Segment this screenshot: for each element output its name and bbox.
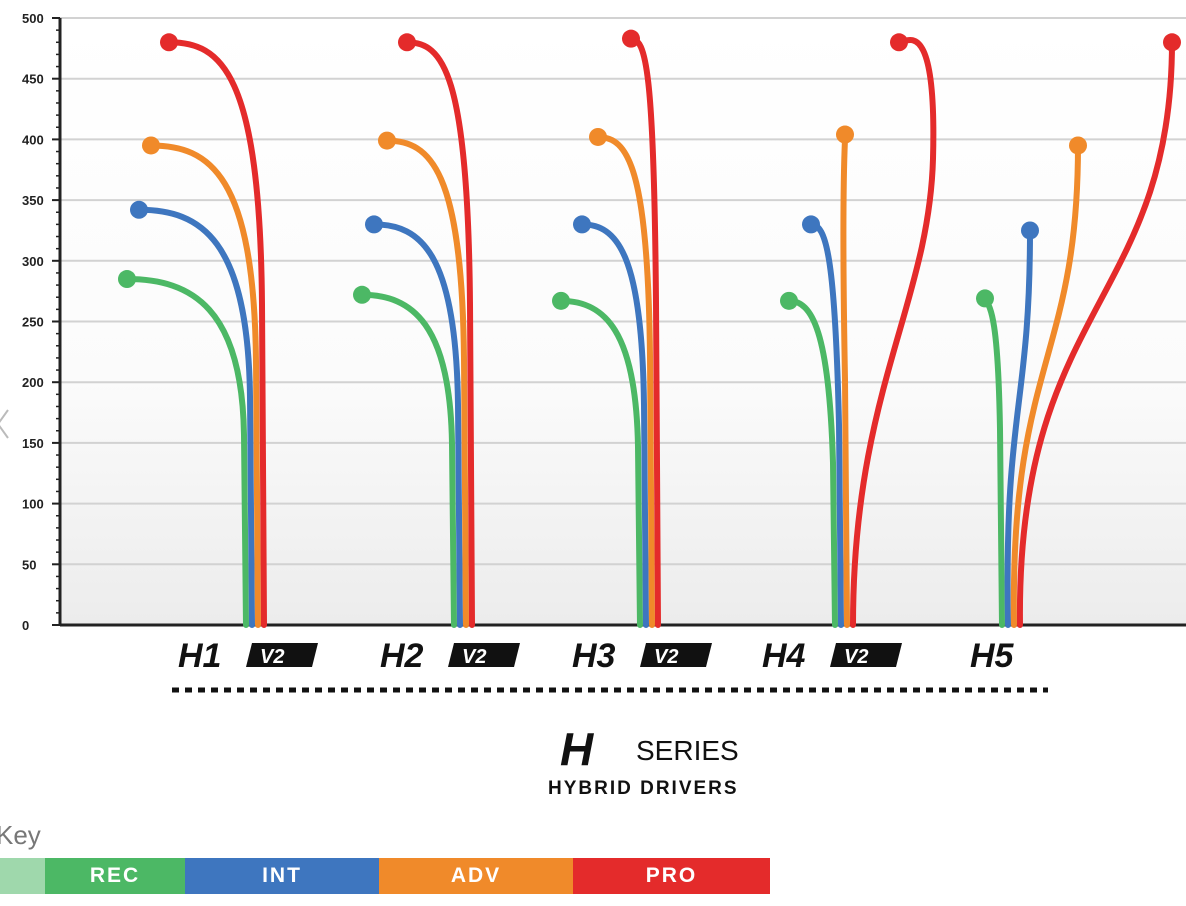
group-h2 [353, 33, 475, 628]
apex-point-h5-rec [976, 289, 994, 308]
curve-h3-rec [558, 297, 643, 628]
curve-h4-adv [840, 131, 850, 628]
apex-point-h3-pro [622, 29, 640, 48]
apex-point-h5-adv [1069, 136, 1087, 155]
curve-h2-rec [359, 291, 457, 628]
y-tick-label: 350 [22, 193, 44, 208]
apex-point-h4-int [802, 215, 820, 234]
badge-text: V2 [844, 646, 868, 668]
group-h1 [118, 33, 267, 628]
key-item-adv: ADV [379, 858, 573, 894]
curve-h1-adv [148, 142, 261, 628]
curve-h2-adv [384, 137, 469, 628]
badge-text: V2 [260, 646, 284, 668]
product-labels: H1 V2 H2 V2 H3 V2 H4 V2 H5 [178, 637, 1015, 675]
badge-background [246, 643, 318, 667]
apex-point-h3-rec [552, 291, 570, 310]
key-item-pro: PRO [573, 858, 770, 894]
curve-h1-int [136, 206, 255, 628]
series-subtitle: HYBRID DRIVERS [548, 778, 739, 799]
key-title: Key [0, 820, 41, 850]
y-tick-label: 400 [22, 132, 44, 147]
curve-h1-pro [166, 39, 267, 628]
product-label-h5: H5 [970, 637, 1015, 675]
y-tick-label: 200 [22, 375, 44, 390]
series-logo: H SERIES HYBRID DRIVERS [548, 723, 739, 799]
series-letter: H [560, 723, 594, 775]
apex-point-h3-int [573, 215, 591, 234]
group-h3 [552, 29, 661, 628]
product-name: H1 [178, 637, 221, 675]
curve-h1-rec [124, 276, 249, 628]
product-name: H3 [572, 637, 616, 675]
apex-point-h1-pro [160, 33, 178, 52]
y-tick-label: 50 [22, 557, 36, 572]
apex-point-h2-adv [378, 131, 396, 150]
badge-background [640, 643, 712, 667]
curve-h3-adv [595, 133, 655, 628]
apex-point-h2-rec [353, 285, 371, 304]
badge-background [830, 643, 902, 667]
curve-h2-int [371, 221, 463, 628]
group-h4 [780, 33, 937, 628]
product-label-h3: H3 V2 [572, 637, 712, 675]
key-legend: REC INT ADV PRO [0, 858, 770, 894]
apex-point-h1-int [130, 200, 148, 219]
curve-h4-pro [850, 36, 937, 628]
key-item-int: INT [185, 858, 379, 894]
flight-curves [118, 29, 1181, 628]
curve-h5-adv [1010, 142, 1081, 628]
group-h5 [976, 33, 1181, 628]
badge-text: V2 [654, 646, 678, 668]
series-word: SERIES [636, 735, 739, 766]
product-label-h1: H1 V2 [178, 637, 318, 675]
y-tick-label: 500 [22, 11, 44, 26]
y-tick-label: 250 [22, 315, 44, 330]
y-tick-label: 300 [22, 254, 44, 269]
y-tick-label: 150 [22, 436, 44, 451]
curve-h2-pro [404, 39, 475, 628]
key-swatch-light [0, 858, 45, 894]
product-name: H2 [380, 637, 424, 675]
key-item-rec: REC [45, 858, 185, 894]
product-label-h4: H4 V2 [762, 637, 902, 675]
y-tick-label: 0 [22, 618, 29, 633]
curve-h5-int [1004, 227, 1033, 628]
badge-text: V2 [462, 646, 486, 668]
chevron-left-icon[interactable] [0, 402, 16, 446]
product-name: H5 [970, 637, 1015, 675]
apex-point-h2-pro [398, 33, 416, 52]
apex-point-h5-int [1021, 221, 1039, 240]
y-tick-label: 100 [22, 497, 44, 512]
curve-h3-int [579, 221, 649, 628]
apex-point-h4-pro [890, 33, 908, 52]
badge-background [448, 643, 520, 667]
apex-point-h2-int [365, 215, 383, 234]
apex-point-h1-adv [142, 136, 160, 155]
product-name: H4 [762, 637, 806, 675]
apex-point-h4-adv [836, 125, 854, 144]
product-label-h2: H2 V2 [380, 637, 520, 675]
y-tick-label: 450 [22, 72, 44, 87]
apex-point-h5-pro [1163, 33, 1181, 52]
apex-point-h3-adv [589, 127, 607, 146]
apex-point-h4-rec [780, 291, 798, 310]
apex-point-h1-rec [118, 270, 136, 289]
curve-h5-pro [1016, 39, 1175, 628]
